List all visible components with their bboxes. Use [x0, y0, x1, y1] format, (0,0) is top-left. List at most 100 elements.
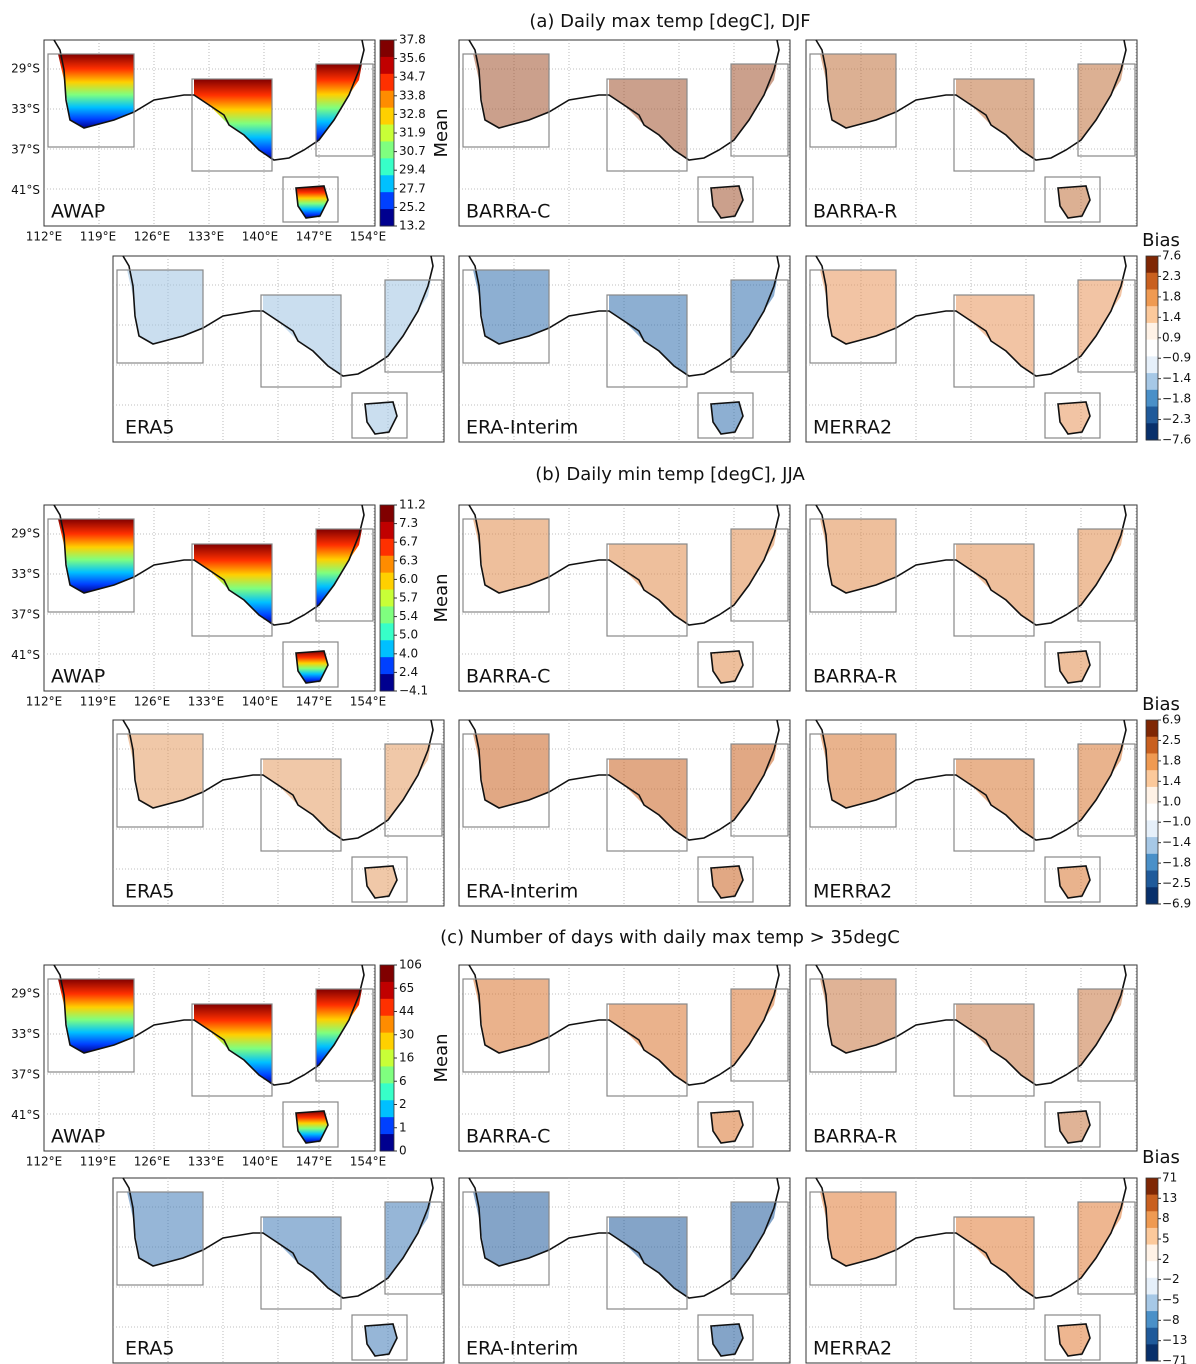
colorbar-segment [380, 572, 394, 591]
colorbar-segment [1146, 272, 1158, 290]
colorbar-tick-label: −71 [1162, 1354, 1187, 1364]
coastline [468, 964, 780, 1086]
map-panel: ERA5 [112, 255, 445, 443]
colorbar-segment [1146, 736, 1158, 754]
colorbar-segment [1146, 1261, 1158, 1279]
colorbar-tick-label: 30 [399, 1027, 414, 1041]
colorbar-segment [380, 521, 394, 540]
domain-box [351, 856, 408, 903]
lat-label: 33°S [11, 567, 40, 581]
lon-label: 154°E [350, 695, 387, 709]
mean-field [58, 979, 134, 1053]
lat-label: 41°S [11, 648, 40, 662]
colorbar-segment [1146, 256, 1158, 274]
bias-field [1058, 1324, 1090, 1356]
bias-field [956, 1217, 1034, 1298]
lat-label: 41°S [11, 183, 40, 197]
colorbar-tick-label: 33.8 [399, 88, 426, 102]
lat-label: 29°S [11, 527, 40, 541]
bias-field [609, 295, 687, 376]
bias-field [263, 1217, 341, 1298]
domain-box [1044, 856, 1101, 903]
bias-field [731, 529, 777, 609]
map-panel: AWAP [43, 39, 376, 227]
domain-box [47, 53, 135, 148]
colorbar-segment [380, 40, 394, 58]
mean-field [296, 1111, 328, 1143]
colorbar-tick-label: 2 [1162, 1252, 1170, 1266]
tasmania [295, 1110, 329, 1144]
mean-field [194, 79, 272, 160]
domain-box [730, 63, 789, 157]
colorbar-tick-label: 1.0 [1162, 794, 1181, 808]
bias-field [1058, 866, 1090, 898]
colorbar-tick-label: 29.4 [399, 163, 426, 177]
bias-field [609, 544, 687, 625]
tasmania [710, 650, 744, 684]
domain-box [1077, 63, 1136, 157]
domain-box [260, 1216, 342, 1310]
tasmania [1057, 650, 1091, 684]
domain-box [697, 176, 754, 223]
domain-box [351, 1314, 408, 1361]
domain-box [1044, 176, 1101, 223]
bias-field [1058, 186, 1090, 218]
colorbar-segment [380, 657, 394, 675]
panel-label: ERA5 [125, 417, 175, 439]
colorbar-segment [1146, 1294, 1158, 1312]
panel-label: AWAP [51, 1126, 105, 1148]
domain-box [809, 733, 897, 828]
coastline [815, 504, 1127, 626]
panel-label: ERA-Interim [466, 881, 578, 903]
domain-box [462, 733, 550, 828]
bias-field [1058, 402, 1090, 434]
domain-box [1077, 528, 1136, 622]
domain-box [697, 1314, 754, 1361]
mean-label: Mean [431, 108, 452, 157]
panel-label: MERRA2 [813, 881, 892, 903]
colorbar-tick-label: 5 [1162, 1232, 1170, 1246]
colorbar-tick-label: 4.0 [399, 646, 418, 660]
colorbar-tick-label: 5.7 [399, 591, 418, 605]
colorbar-tick-label: 2.3 [1162, 269, 1181, 283]
colorbar-tick-label: −1.0 [1162, 815, 1191, 829]
lon-label: 133°E [188, 230, 225, 244]
bias-field [1078, 280, 1124, 360]
colorbar-segment [1146, 887, 1158, 905]
section-title: (b) Daily min temp [degC], JJA [535, 464, 805, 485]
colorbar-tick-label: 2.5 [1162, 733, 1181, 747]
bias-field [956, 544, 1034, 625]
domain-box [282, 641, 339, 688]
colorbar-segment [1146, 406, 1158, 424]
tasmania [295, 650, 329, 684]
domain-box [953, 78, 1035, 172]
domain-box [260, 758, 342, 852]
bias-field [127, 734, 203, 808]
colorbar-segment [380, 640, 394, 658]
bias-field [1078, 989, 1124, 1069]
bias-field [1058, 651, 1090, 683]
colorbar-frame [1145, 719, 1159, 905]
colorbar-tick-label: 1.8 [1162, 289, 1181, 303]
tasmania [364, 865, 398, 899]
domain-box [462, 269, 550, 364]
colorbar-segment [380, 1032, 394, 1051]
domain-box [606, 1216, 688, 1310]
section-title: (c) Number of days with daily max temp >… [440, 927, 900, 948]
coastline [122, 719, 434, 841]
colorbar-segment [380, 56, 394, 75]
colorbar-segment [380, 1083, 394, 1101]
lon-label: 154°E [350, 230, 387, 244]
colorbar-tick-label: 2.4 [399, 665, 418, 679]
map-panel: BARRA-C [458, 964, 791, 1152]
bias-label: Bias [1142, 694, 1180, 715]
colorbar-tick-label: 27.7 [399, 181, 426, 195]
colorbar-tick-label: −8 [1162, 1313, 1180, 1327]
domain-box [953, 294, 1035, 388]
colorbar-tick-label: 30.7 [399, 144, 426, 158]
colorbar-segment [1146, 1194, 1158, 1212]
colorbar-segment [380, 998, 394, 1017]
mean-field [296, 651, 328, 683]
domain-box [1077, 988, 1136, 1082]
